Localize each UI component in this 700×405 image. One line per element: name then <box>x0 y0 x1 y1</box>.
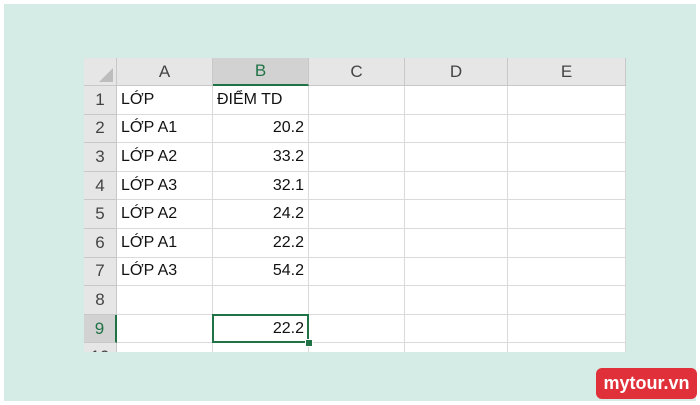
row-header[interactable]: 3 <box>84 143 117 172</box>
cell[interactable] <box>508 86 626 115</box>
cell[interactable] <box>309 114 405 144</box>
cell[interactable]: 24.2 <box>213 200 309 229</box>
row-header[interactable]: 1 <box>84 86 117 115</box>
cell[interactable]: LỚP <box>117 86 213 115</box>
row-header[interactable]: 9 <box>84 314 117 344</box>
row-header[interactable]: 10 <box>84 343 117 352</box>
cell[interactable]: LỚP A3 <box>117 171 213 201</box>
cell[interactable] <box>309 343 405 352</box>
fill-handle[interactable] <box>305 339 313 348</box>
cell[interactable] <box>508 143 626 172</box>
cell[interactable] <box>117 314 213 344</box>
cell[interactable] <box>508 286 626 315</box>
row-header[interactable]: 5 <box>84 200 117 229</box>
column-header[interactable]: E <box>508 58 626 86</box>
cell[interactable]: 33.2 <box>213 143 309 172</box>
spreadsheet: A B C D E 1 LỚP ĐIỂM TD 2 LỚP A1 20.2 3 LỚP A2 33.2 4 L… <box>84 58 626 352</box>
cell[interactable] <box>309 286 405 315</box>
cell[interactable] <box>117 343 213 352</box>
cell[interactable] <box>405 200 508 229</box>
cell[interactable] <box>405 343 508 352</box>
cell[interactable] <box>405 143 508 172</box>
cell[interactable] <box>405 171 508 201</box>
cell[interactable] <box>405 314 508 344</box>
row-header[interactable]: 4 <box>84 171 117 201</box>
selected-cell-border <box>212 313 309 344</box>
cell[interactable] <box>508 343 626 352</box>
cell[interactable] <box>508 114 626 144</box>
cell[interactable]: LỚP A1 <box>117 229 213 258</box>
background: A B C D E 1 LỚP ĐIỂM TD 2 LỚP A1 20.2 3 LỚP A2 33.2 4 L… <box>4 4 697 401</box>
column-header[interactable]: B <box>213 58 309 86</box>
watermark: mytour.vn <box>596 368 697 399</box>
cell[interactable] <box>405 229 508 258</box>
cell[interactable] <box>309 257 405 287</box>
row-header[interactable]: 2 <box>84 114 117 144</box>
row-header[interactable]: 7 <box>84 257 117 287</box>
cell[interactable] <box>309 143 405 172</box>
cell[interactable] <box>405 286 508 315</box>
cell[interactable]: LỚP A2 <box>117 200 213 229</box>
cell[interactable]: 32.1 <box>213 171 309 201</box>
row-header[interactable]: 6 <box>84 229 117 258</box>
cell[interactable] <box>405 86 508 115</box>
cell[interactable] <box>309 314 405 344</box>
cell[interactable]: LỚP A2 <box>117 143 213 172</box>
cell[interactable] <box>508 171 626 201</box>
cell[interactable]: 22.2 <box>213 229 309 258</box>
cell[interactable] <box>117 286 213 315</box>
cell[interactable]: LỚP A1 <box>117 114 213 144</box>
cell[interactable] <box>405 114 508 144</box>
cell[interactable] <box>213 343 309 352</box>
row-header[interactable]: 8 <box>84 286 117 315</box>
cell[interactable] <box>508 229 626 258</box>
cell[interactable] <box>309 200 405 229</box>
cell[interactable] <box>508 257 626 287</box>
cell[interactable] <box>309 86 405 115</box>
cell[interactable]: LỚP A3 <box>117 257 213 287</box>
column-header[interactable]: A <box>117 58 213 86</box>
cell[interactable] <box>405 257 508 287</box>
cell[interactable] <box>213 286 309 315</box>
cell[interactable]: ĐIỂM TD <box>213 86 309 115</box>
select-all[interactable] <box>84 58 117 86</box>
column-header[interactable]: D <box>405 58 508 86</box>
cell[interactable] <box>508 200 626 229</box>
cell[interactable]: 20.2 <box>213 114 309 144</box>
cell[interactable] <box>508 314 626 344</box>
column-header[interactable]: C <box>309 58 405 86</box>
cell[interactable] <box>309 229 405 258</box>
cell[interactable]: 54.2 <box>213 257 309 287</box>
cell[interactable] <box>309 171 405 201</box>
